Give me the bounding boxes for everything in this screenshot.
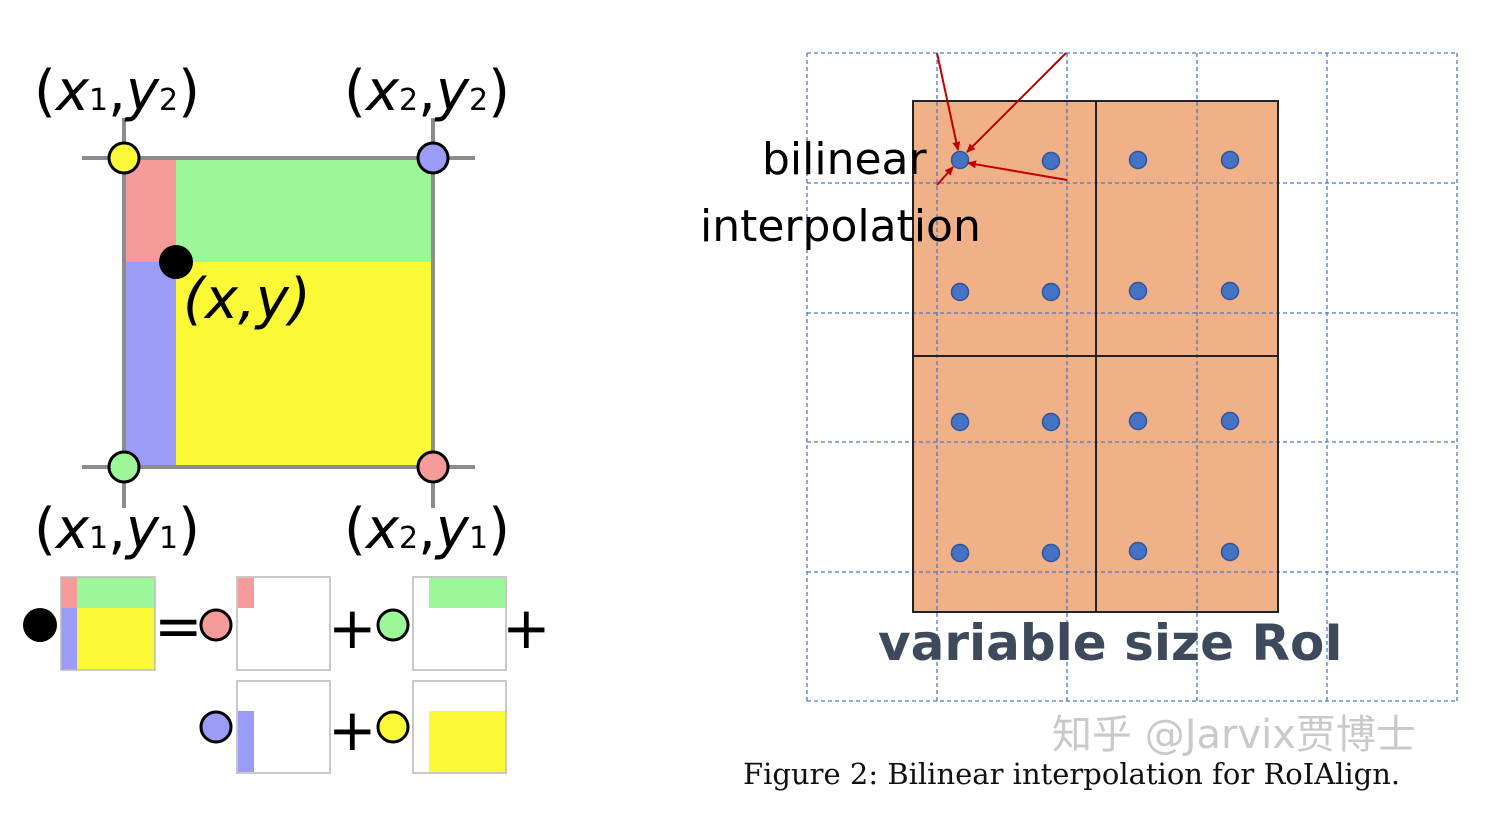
sample-point	[1128, 541, 1148, 561]
plus-sign-1: +	[328, 594, 377, 662]
corner-point-bottom-right	[416, 450, 450, 484]
region-red	[124, 158, 176, 262]
sample-point	[1041, 282, 1061, 302]
thumb-full	[60, 576, 156, 671]
sample-point	[1128, 411, 1148, 431]
region-green	[176, 158, 433, 262]
label-top-right: (x2,y2)	[344, 59, 510, 124]
feature-grid	[806, 52, 1458, 702]
corner-point-top-left	[107, 141, 141, 175]
interpolation-point	[159, 245, 193, 279]
thumb-red	[236, 576, 331, 671]
thumb-green	[412, 576, 507, 671]
corner-point-top-right	[416, 141, 450, 175]
equation: = + + +	[23, 576, 551, 774]
annotation-bilinear: bilinear	[762, 134, 928, 185]
sample-point	[1041, 151, 1061, 171]
label-bottom-left: (x1,y1)	[34, 497, 200, 562]
weight-yellow-point	[376, 710, 410, 744]
plus-sign-3: +	[328, 696, 377, 764]
sample-point	[1220, 542, 1240, 562]
sample-point	[1128, 281, 1148, 301]
sample-point	[950, 282, 970, 302]
sample-point	[1041, 543, 1061, 563]
point-label: (x,y)	[183, 267, 311, 332]
figure-caption: Figure 2: Bilinear interpolation for RoI…	[743, 757, 1400, 791]
weight-blue-point	[199, 710, 233, 744]
label-top-left: (x1,y2)	[34, 59, 200, 124]
sample-point	[950, 412, 970, 432]
annotation-interpolation: interpolation	[700, 201, 981, 252]
roialign-diagram: bilinear interpolation variable size RoI	[700, 52, 1458, 702]
bilinear-diagram: (x1,y2) (x2,y2) (x1,y1) (x2,y1) (x,y)	[34, 59, 510, 562]
region-blue	[124, 262, 176, 467]
sample-point	[1220, 281, 1240, 301]
sample-points	[950, 150, 1240, 563]
region-yellow	[176, 262, 433, 467]
sample-point	[1041, 412, 1061, 432]
sample-point	[1220, 411, 1240, 431]
label-bottom-right: (x2,y1)	[344, 497, 510, 562]
sample-point	[950, 150, 970, 170]
sample-point	[950, 543, 970, 563]
weight-red-point	[199, 608, 233, 642]
interpolation-arrows	[936, 52, 1068, 186]
roi-bins	[912, 100, 1279, 613]
frame-lines	[82, 118, 475, 508]
plus-sign-2: +	[502, 594, 551, 662]
thumb-blue	[236, 680, 331, 774]
thumb-yellow	[412, 680, 507, 774]
roi-label: variable size RoI	[878, 614, 1343, 672]
weight-green-point	[376, 608, 410, 642]
corner-point-bottom-left	[107, 450, 141, 484]
sample-point	[1128, 150, 1148, 170]
equation-point	[23, 608, 57, 642]
equals-sign: =	[154, 592, 203, 660]
watermark: 知乎 @Jarvix贾博士	[1052, 712, 1416, 758]
sample-point	[1220, 150, 1240, 170]
